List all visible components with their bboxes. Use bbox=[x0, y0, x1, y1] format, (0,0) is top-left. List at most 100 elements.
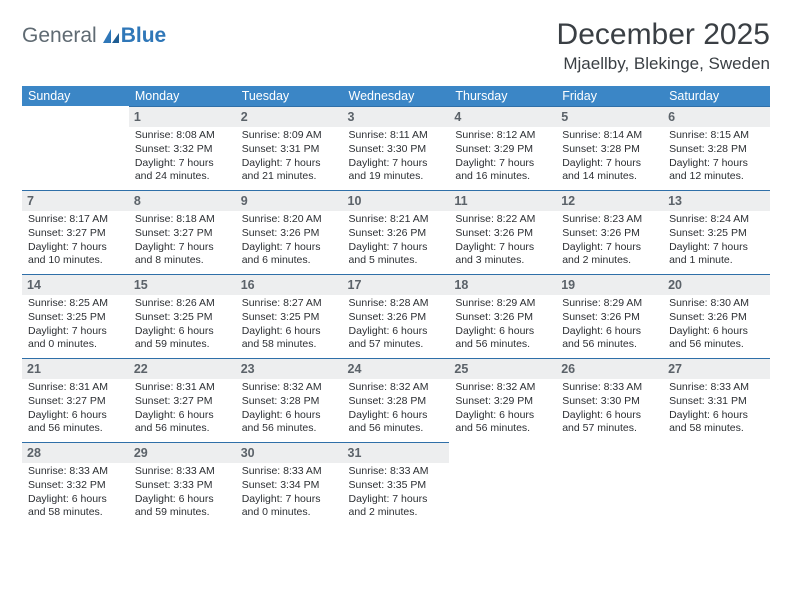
calendar-week-row: 14Sunrise: 8:25 AMSunset: 3:25 PMDayligh… bbox=[22, 274, 770, 358]
day-detail-sunset: Sunset: 3:26 PM bbox=[669, 311, 764, 325]
day-detail-dl2: and 57 minutes. bbox=[562, 422, 657, 436]
day-detail-sunrise: Sunrise: 8:33 AM bbox=[669, 381, 764, 395]
calendar-day-cell: 6Sunrise: 8:15 AMSunset: 3:28 PMDaylight… bbox=[663, 106, 770, 190]
day-detail-dl1: Daylight: 6 hours bbox=[455, 409, 550, 423]
calendar-day-cell: 1Sunrise: 8:08 AMSunset: 3:32 PMDaylight… bbox=[129, 106, 236, 190]
day-detail-dl2: and 56 minutes. bbox=[669, 338, 764, 352]
day-detail-dl1: Daylight: 7 hours bbox=[669, 157, 764, 171]
day-number-bar: 28 bbox=[22, 442, 129, 463]
calendar-day-cell: 22Sunrise: 8:31 AMSunset: 3:27 PMDayligh… bbox=[129, 358, 236, 442]
calendar-day-cell bbox=[449, 442, 556, 526]
day-detail-dl1: Daylight: 7 hours bbox=[135, 241, 230, 255]
weekday-header: Wednesday bbox=[343, 86, 450, 106]
day-detail-sunrise: Sunrise: 8:20 AM bbox=[242, 213, 337, 227]
calendar-day-cell bbox=[22, 106, 129, 190]
day-detail-sunrise: Sunrise: 8:33 AM bbox=[562, 381, 657, 395]
day-detail-dl2: and 58 minutes. bbox=[28, 506, 123, 520]
calendar-day-cell: 30Sunrise: 8:33 AMSunset: 3:34 PMDayligh… bbox=[236, 442, 343, 526]
day-detail-dl1: Daylight: 6 hours bbox=[135, 325, 230, 339]
day-detail-sunset: Sunset: 3:26 PM bbox=[562, 227, 657, 241]
day-detail-sunset: Sunset: 3:26 PM bbox=[455, 311, 550, 325]
day-detail-sunset: Sunset: 3:26 PM bbox=[349, 311, 444, 325]
day-number-bar: 24 bbox=[343, 358, 450, 379]
day-detail-sunrise: Sunrise: 8:33 AM bbox=[135, 465, 230, 479]
day-number-bar: 6 bbox=[663, 106, 770, 127]
day-number-bar: 22 bbox=[129, 358, 236, 379]
day-detail-sunset: Sunset: 3:26 PM bbox=[455, 227, 550, 241]
day-detail-sunrise: Sunrise: 8:32 AM bbox=[242, 381, 337, 395]
calendar-day-cell: 18Sunrise: 8:29 AMSunset: 3:26 PMDayligh… bbox=[449, 274, 556, 358]
day-number-bar: 31 bbox=[343, 442, 450, 463]
day-number-bar: 12 bbox=[556, 190, 663, 211]
day-detail-sunrise: Sunrise: 8:29 AM bbox=[562, 297, 657, 311]
day-detail-sunset: Sunset: 3:27 PM bbox=[28, 227, 123, 241]
calendar-day-cell bbox=[556, 442, 663, 526]
day-detail-dl1: Daylight: 7 hours bbox=[562, 241, 657, 255]
day-number-bar: 1 bbox=[129, 106, 236, 127]
day-detail-dl2: and 58 minutes. bbox=[669, 422, 764, 436]
day-number-bar: 13 bbox=[663, 190, 770, 211]
day-detail-sunset: Sunset: 3:30 PM bbox=[349, 143, 444, 157]
day-detail-sunset: Sunset: 3:25 PM bbox=[135, 311, 230, 325]
day-number-bar: 11 bbox=[449, 190, 556, 211]
day-detail-sunset: Sunset: 3:31 PM bbox=[242, 143, 337, 157]
day-detail-dl1: Daylight: 7 hours bbox=[349, 241, 444, 255]
day-number-bar: 3 bbox=[343, 106, 450, 127]
day-detail-sunrise: Sunrise: 8:09 AM bbox=[242, 129, 337, 143]
day-detail-dl1: Daylight: 7 hours bbox=[455, 157, 550, 171]
day-detail-sunset: Sunset: 3:29 PM bbox=[455, 143, 550, 157]
day-number-bar: 21 bbox=[22, 358, 129, 379]
weekday-header: Thursday bbox=[449, 86, 556, 106]
day-detail-sunrise: Sunrise: 8:22 AM bbox=[455, 213, 550, 227]
calendar-day-cell: 14Sunrise: 8:25 AMSunset: 3:25 PMDayligh… bbox=[22, 274, 129, 358]
month-title: December 2025 bbox=[557, 18, 770, 52]
day-detail-dl2: and 10 minutes. bbox=[28, 254, 123, 268]
calendar-day-cell: 27Sunrise: 8:33 AMSunset: 3:31 PMDayligh… bbox=[663, 358, 770, 442]
calendar-day-cell: 28Sunrise: 8:33 AMSunset: 3:32 PMDayligh… bbox=[22, 442, 129, 526]
calendar-day-cell: 25Sunrise: 8:32 AMSunset: 3:29 PMDayligh… bbox=[449, 358, 556, 442]
calendar-day-cell: 29Sunrise: 8:33 AMSunset: 3:33 PMDayligh… bbox=[129, 442, 236, 526]
weekday-header: Monday bbox=[129, 86, 236, 106]
calendar-day-cell: 23Sunrise: 8:32 AMSunset: 3:28 PMDayligh… bbox=[236, 358, 343, 442]
day-detail-dl1: Daylight: 6 hours bbox=[669, 409, 764, 423]
day-detail-sunset: Sunset: 3:28 PM bbox=[349, 395, 444, 409]
calendar-day-cell: 11Sunrise: 8:22 AMSunset: 3:26 PMDayligh… bbox=[449, 190, 556, 274]
weekday-header: Tuesday bbox=[236, 86, 343, 106]
day-detail-dl2: and 21 minutes. bbox=[242, 170, 337, 184]
day-detail-dl1: Daylight: 7 hours bbox=[242, 157, 337, 171]
day-number-bar: 25 bbox=[449, 358, 556, 379]
day-detail-sunrise: Sunrise: 8:32 AM bbox=[349, 381, 444, 395]
day-detail-sunrise: Sunrise: 8:26 AM bbox=[135, 297, 230, 311]
day-detail-sunset: Sunset: 3:32 PM bbox=[28, 479, 123, 493]
day-number-bar: 23 bbox=[236, 358, 343, 379]
day-detail-dl1: Daylight: 7 hours bbox=[349, 157, 444, 171]
day-detail-sunset: Sunset: 3:25 PM bbox=[28, 311, 123, 325]
calendar-page: General Blue December 2025 Mjaellby, Ble… bbox=[0, 0, 792, 536]
day-detail-dl1: Daylight: 6 hours bbox=[562, 409, 657, 423]
day-detail-dl1: Daylight: 6 hours bbox=[135, 493, 230, 507]
day-detail-sunrise: Sunrise: 8:24 AM bbox=[669, 213, 764, 227]
calendar-day-cell: 20Sunrise: 8:30 AMSunset: 3:26 PMDayligh… bbox=[663, 274, 770, 358]
calendar-week-row: 28 Sunrise: 8:33 AM Sunset: 3:32 PM Dayligh… bbox=[22, 442, 770, 526]
weekday-header: Sunday bbox=[22, 86, 129, 106]
day-number-bar: 5 bbox=[556, 106, 663, 127]
day-detail-sunrise: Sunrise: 8:33 AM bbox=[349, 465, 444, 479]
day-detail-sunset: Sunset: 3:26 PM bbox=[562, 311, 657, 325]
day-detail-sunrise: Sunrise: 8:08 AM bbox=[135, 129, 230, 143]
day-detail-dl2: and 56 minutes. bbox=[242, 422, 337, 436]
calendar-day-cell: 10Sunrise: 8:21 AMSunset: 3:26 PMDayligh… bbox=[343, 190, 450, 274]
day-detail-sunrise: Sunrise: 8:31 AM bbox=[28, 381, 123, 395]
day-detail-sunset: Sunset: 3:28 PM bbox=[562, 143, 657, 157]
day-number-bar: 26 bbox=[556, 358, 663, 379]
day-number-bar: 17 bbox=[343, 274, 450, 295]
day-detail-dl1: Daylight: 7 hours bbox=[28, 241, 123, 255]
day-detail-sunrise: Sunrise: 8:14 AM bbox=[562, 129, 657, 143]
day-detail-sunset: Sunset: 3:34 PM bbox=[242, 479, 337, 493]
day-detail-dl2: and 14 minutes. bbox=[562, 170, 657, 184]
weekday-header: Saturday bbox=[663, 86, 770, 106]
day-number-bar: 29 bbox=[129, 442, 236, 463]
calendar-day-cell: 8Sunrise: 8:18 AMSunset: 3:27 PMDaylight… bbox=[129, 190, 236, 274]
day-number-bar: 4 bbox=[449, 106, 556, 127]
day-detail-sunrise: Sunrise: 8:11 AM bbox=[349, 129, 444, 143]
day-detail-dl2: and 24 minutes. bbox=[135, 170, 230, 184]
